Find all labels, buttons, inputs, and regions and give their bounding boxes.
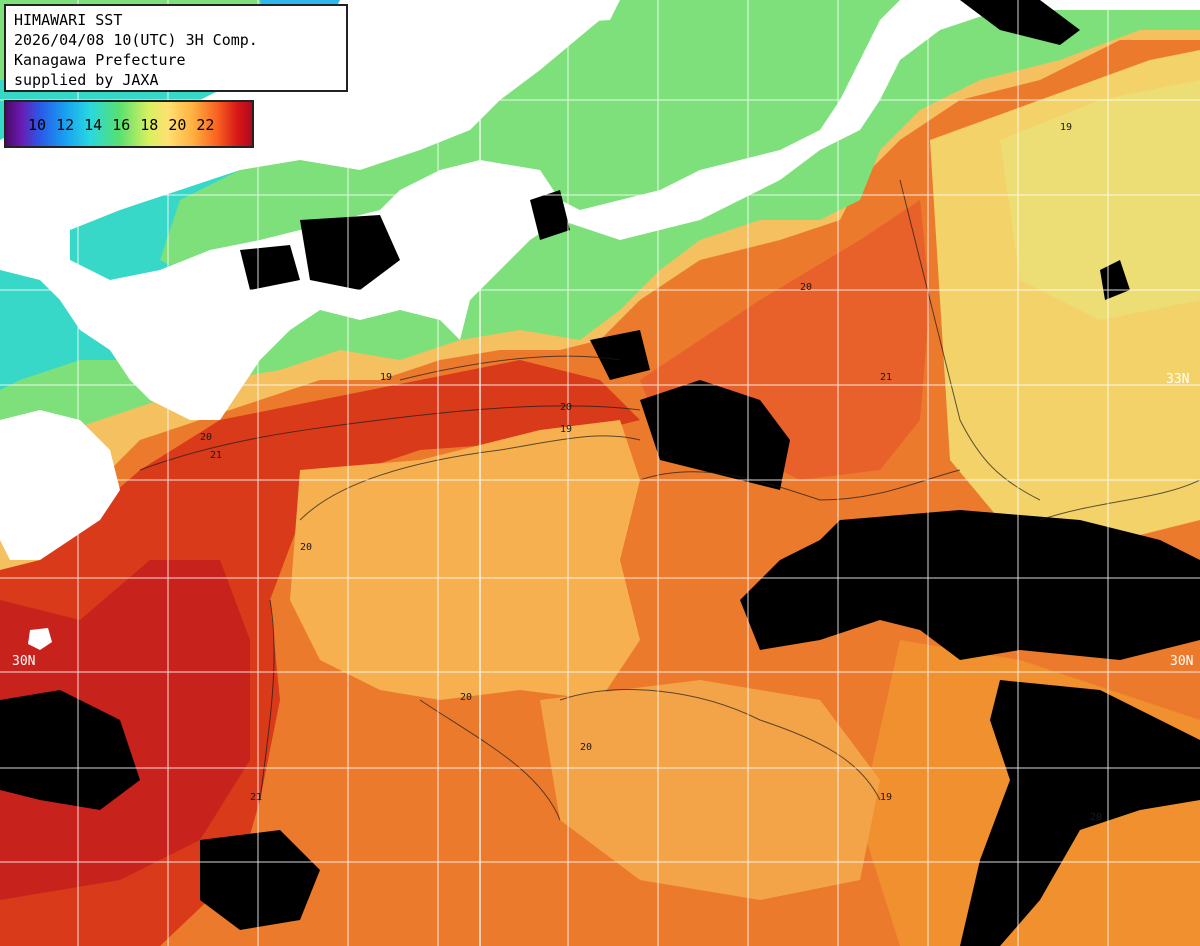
- contour-label: 20: [1090, 812, 1102, 823]
- temperature-legend: 10 12 14 16 18 20 22: [4, 100, 254, 148]
- legend-label: 10: [28, 116, 47, 134]
- legend-label: 22: [196, 116, 215, 134]
- legend-label: 16: [112, 116, 131, 134]
- latitude-label-30n-left: 30N: [12, 654, 36, 669]
- land-island-north: [560, 0, 620, 22]
- contour-label: 20: [560, 402, 572, 413]
- contour-label: 20: [580, 742, 592, 753]
- latitude-label-33n-right: 33N: [1166, 372, 1190, 387]
- contour-label: 21: [250, 792, 262, 803]
- longitude-label-136e: 136E: [482, 8, 497, 40]
- land-honshu: [0, 0, 1200, 420]
- contour-label: 20: [300, 542, 312, 553]
- contour-label: 19: [560, 424, 572, 435]
- land-kyushu: [0, 410, 120, 560]
- sst-contours: [139, 179, 1200, 821]
- legend-label: 18: [140, 116, 159, 134]
- contour-label: 21: [880, 372, 892, 383]
- title-line-prefecture: Kanagawa Prefecture: [14, 51, 186, 69]
- contour-label: 19: [880, 792, 892, 803]
- legend-label: 12: [56, 116, 75, 134]
- legend-label: 14: [84, 116, 103, 134]
- contour-label: 20: [460, 692, 472, 703]
- yellow-region-east: [1000, 80, 1200, 320]
- hot-region-southwest: [0, 560, 250, 900]
- contour-label: 19: [380, 372, 392, 383]
- cool-region-center: [290, 420, 640, 700]
- pale-region-south: [540, 680, 880, 900]
- contour-label: 19: [1060, 122, 1072, 133]
- title-line-product: HIMAWARI SST: [14, 11, 123, 29]
- title-box: HIMAWARI SST 2026/04/08 10(UTC) 3H Comp.…: [4, 4, 348, 92]
- title-line-supplier: supplied by JAXA: [14, 71, 159, 89]
- contour-label: 21: [210, 450, 222, 461]
- contour-label: 20: [800, 282, 812, 293]
- title-line-timestamp: 2026/04/08 10(UTC) 3H Comp.: [14, 31, 258, 49]
- contour-label: 20: [200, 432, 212, 443]
- land-island-south: [28, 628, 52, 650]
- legend-label: 20: [168, 116, 187, 134]
- latitude-label-30n-right: 30N: [1170, 654, 1194, 669]
